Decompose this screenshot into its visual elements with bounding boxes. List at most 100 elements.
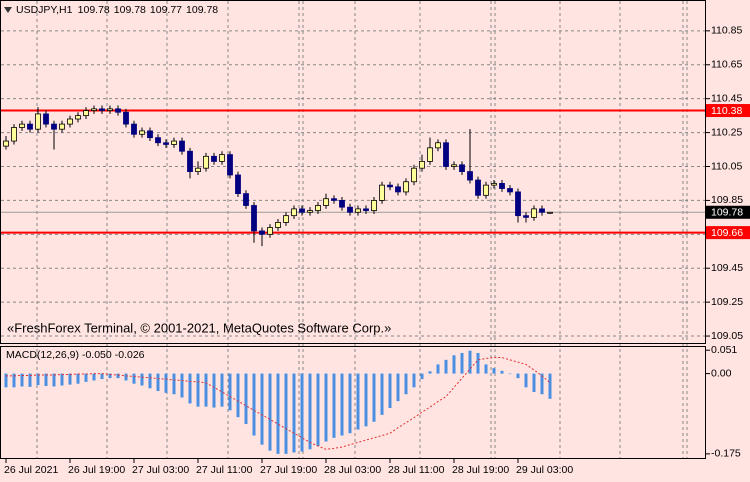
candle-body [427,147,433,162]
candle-body [67,118,73,125]
candle-body [315,205,321,211]
macd-bar [396,373,400,402]
macd-bar [540,373,544,395]
macd-bar [388,373,392,409]
x-tick-label: 28 Jul 19:00 [452,464,509,476]
candle-body [171,140,177,145]
macd-bar [412,373,416,388]
candle-body [187,150,193,172]
candle-body [75,115,81,120]
macd-bar [132,373,136,384]
macd-bar [492,368,496,374]
candle-body [539,208,545,213]
candle-body [451,164,457,167]
candle-body [259,230,265,235]
y-tick-label: 110.65 [711,59,742,71]
candle-body [531,208,537,218]
candle-body [507,188,513,193]
macd-bar [268,373,272,451]
candle-body [163,142,169,145]
macd-bar [76,373,80,384]
macd-bar [308,373,312,450]
candle-body [219,154,225,162]
x-tick-label: 27 Jul 03:00 [132,464,189,476]
macd-bar [468,350,472,374]
macd-bar [324,373,328,442]
macd-bar [340,373,344,436]
macd-bar [84,373,88,382]
x-tick-label: 29 Jul 03:00 [516,464,573,476]
macd-bar [100,373,104,380]
macd-bar [140,373,144,386]
candle-body [339,200,345,208]
macd-bar [548,373,552,399]
macd-bar [92,373,96,381]
candle-body [195,167,201,172]
macd-bar [52,373,56,387]
macd-bar [452,355,456,374]
candle-body [363,208,369,211]
candle-body [523,215,529,218]
candle-body [91,108,97,111]
candle-body [251,205,257,232]
y-tick-label: 110.25 [711,126,742,138]
candle-body [235,174,241,195]
macd-bar [164,373,168,393]
candle-body [475,179,481,196]
macd-bar [180,373,184,398]
macd-bar [316,373,320,447]
candle-body [155,137,161,144]
y-tick-label: 110.05 [711,160,742,172]
candle-body [443,142,449,167]
low: 109.77 [150,4,182,16]
macd-bar [500,370,504,374]
macd-bar [60,373,64,386]
macd-bar [20,373,24,387]
candle-body [11,127,17,142]
candle-body [379,184,385,201]
candle-body [59,123,65,130]
candle-body [123,111,129,125]
y-tick-label: 0.051 [711,344,737,356]
candle-body [19,123,25,128]
macd-name: MACD(12,26,9) [6,349,79,361]
candle-body [323,198,329,206]
y-tick-label: 0.00 [711,367,732,379]
candle-body [3,140,9,147]
macd-bar [348,373,352,434]
macd-bar [508,373,512,375]
candle-body [459,164,465,172]
candle-body [307,210,313,213]
candle-body [491,183,497,186]
macd-bar [532,373,536,392]
level-label: 110.38 [711,105,742,117]
macd-bar [12,373,16,388]
macd-bar [228,373,232,411]
signal-value: -0.026 [115,349,145,361]
candle-body [419,161,425,169]
candle-body [107,108,113,111]
macd-bar [236,373,240,418]
candle-body [115,108,121,113]
macd-bar [68,373,72,385]
candle-body [227,154,233,176]
macd-bar [404,373,408,395]
candle-body [499,183,505,189]
level-label-box [706,104,750,118]
x-tick-label: 28 Jul 03:00 [324,464,381,476]
macd-bar [196,373,200,407]
symbol: USDJPY,H1 [16,4,73,16]
bid-label: 109.78 [711,207,743,219]
candle-body [283,215,289,223]
candle-body [27,123,33,130]
candle-body [43,113,49,125]
candle-body [243,193,249,206]
x-tick-label: 28 Jul 11:00 [388,464,445,476]
candle-body [139,130,145,135]
candle-body [483,184,489,196]
macd-bar [460,352,464,374]
chart-title: USDJPY,H1 109.78 109.78 109.77 109.78 [16,4,218,16]
y-tick-label: 109.45 [711,262,743,274]
macd-bar [364,373,368,427]
candle-body [267,227,273,235]
